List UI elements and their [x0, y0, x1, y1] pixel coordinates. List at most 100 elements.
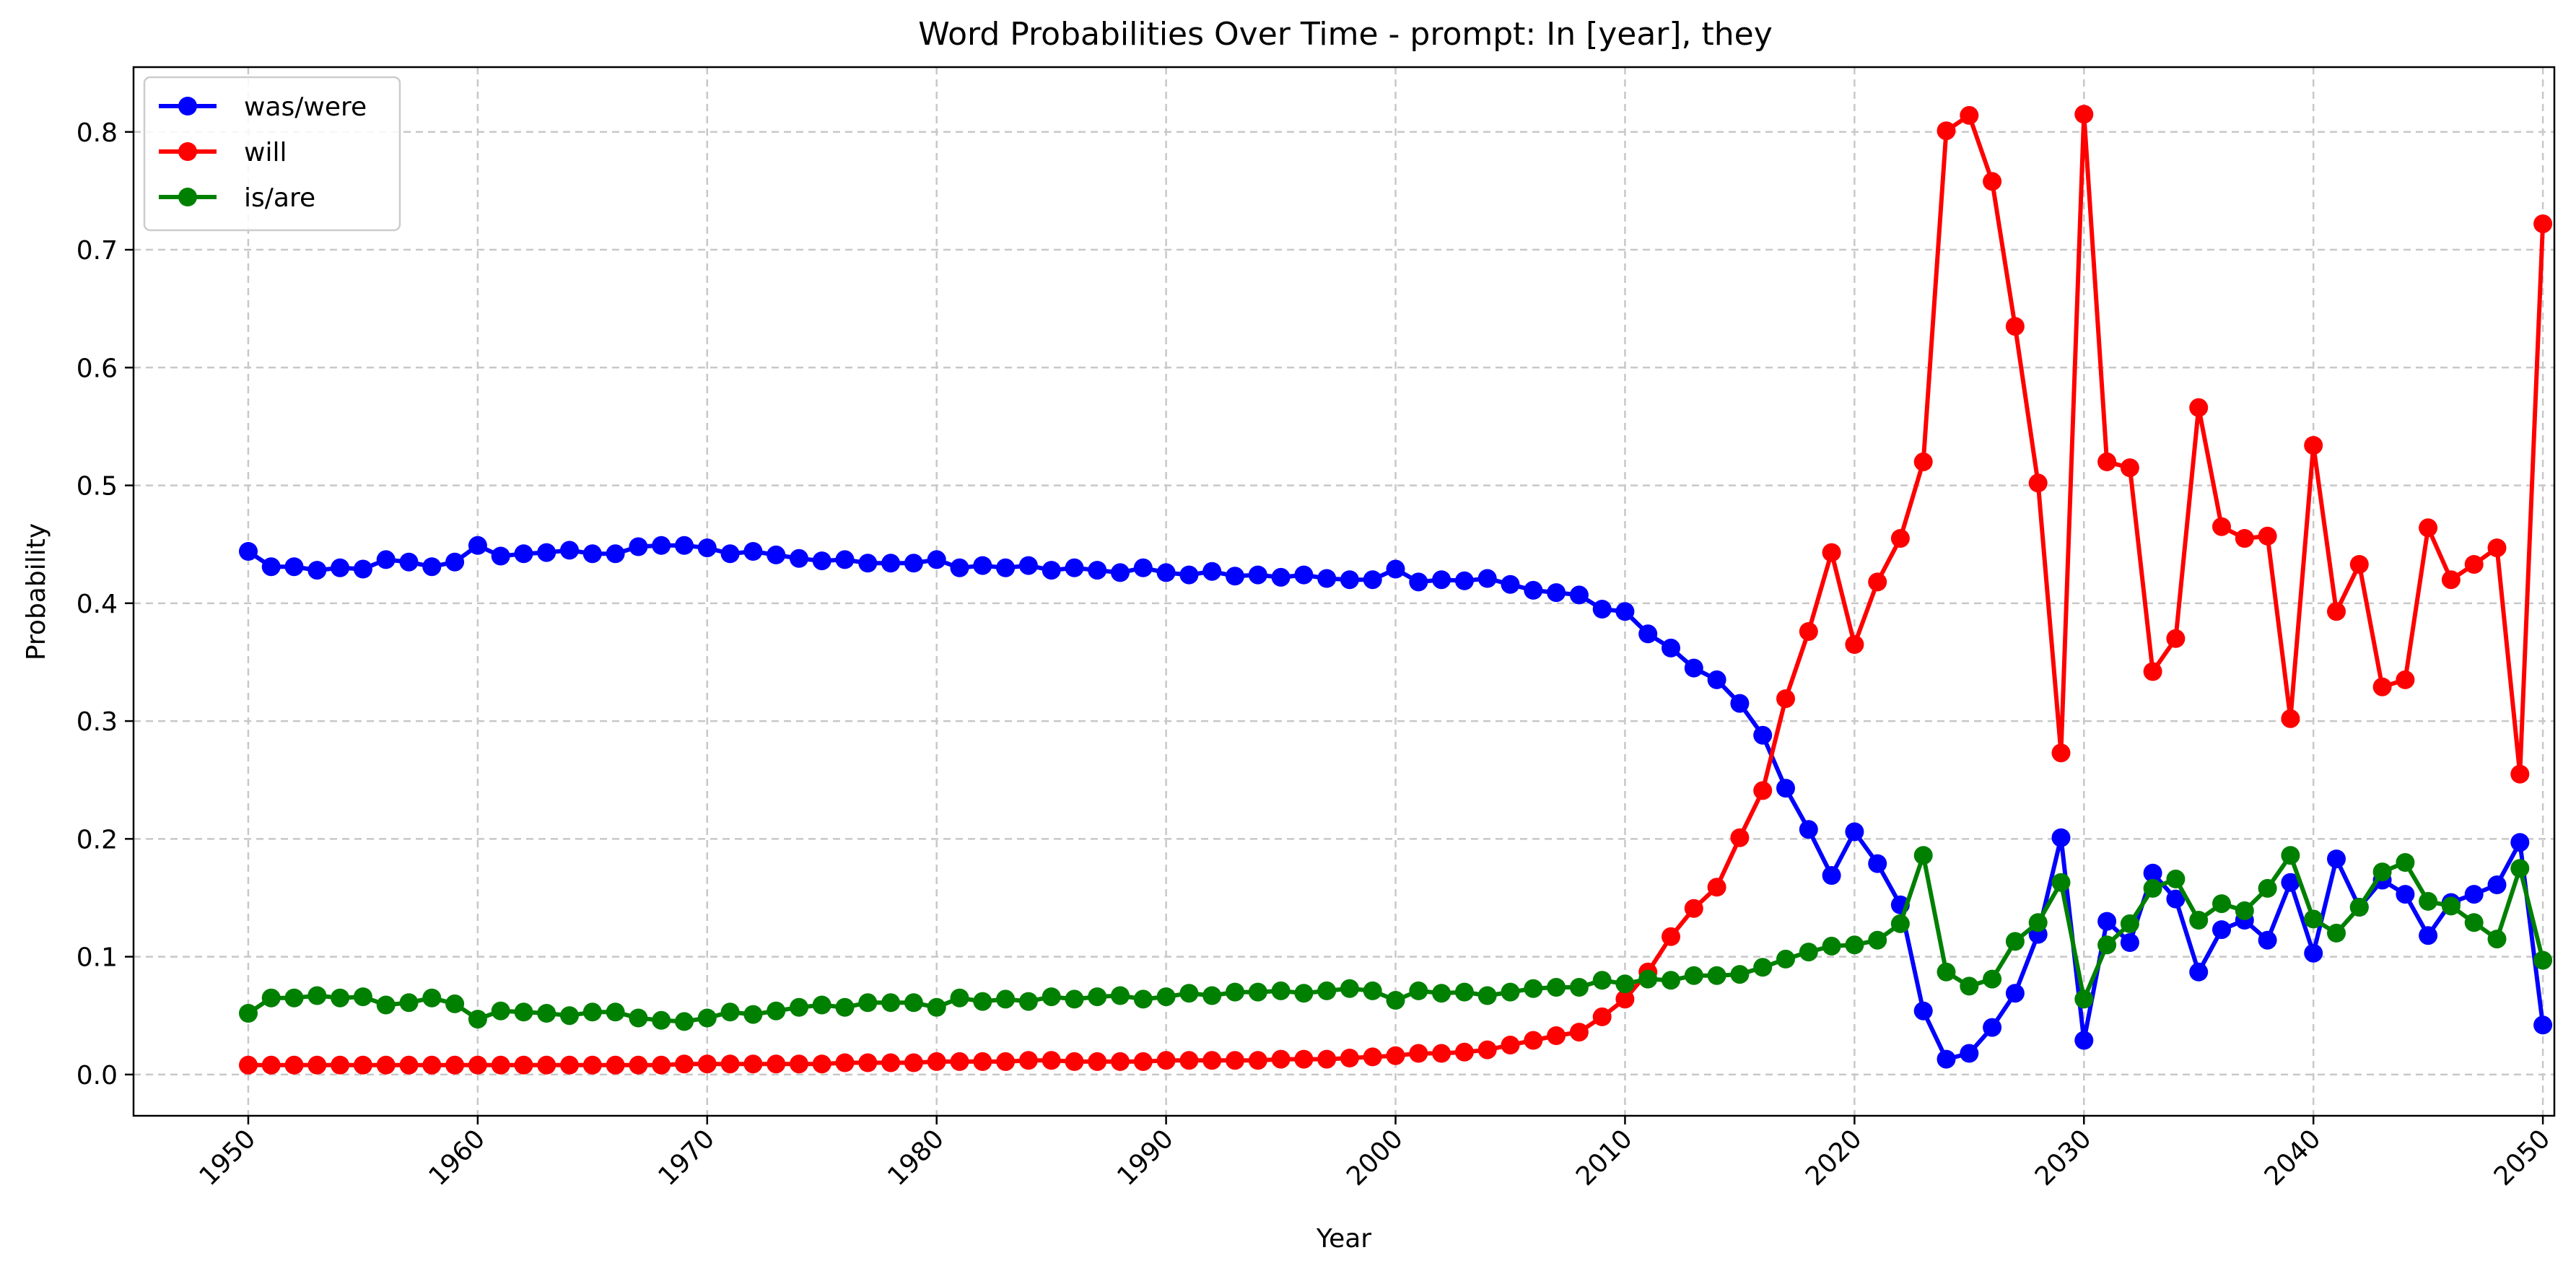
data-point-will [1363, 1047, 1382, 1067]
data-point-will [629, 1055, 648, 1075]
data-point-will [582, 1055, 602, 1075]
data-point-will [1133, 1052, 1153, 1071]
data-point-was-were [2166, 889, 2186, 909]
data-point-was-were [2327, 849, 2346, 869]
data-point-will [399, 1055, 419, 1075]
data-point-was-were [2143, 863, 2162, 883]
data-point-will [2372, 677, 2392, 696]
data-point-was-were [1248, 565, 1267, 585]
data-point-was-were [606, 544, 625, 564]
data-point-will [239, 1055, 258, 1075]
data-point-was-were [1638, 624, 1658, 644]
data-point-is-are [1707, 966, 1726, 985]
data-point-was-were [1088, 561, 1107, 580]
legend-marker-was-were [178, 97, 197, 115]
data-point-was-were [950, 558, 969, 577]
data-point-is-are [514, 1002, 533, 1022]
data-point-is-are [560, 1006, 579, 1026]
data-point-was-were [1615, 602, 1635, 621]
data-point-will [2510, 764, 2530, 784]
data-point-will [790, 1054, 808, 1074]
y-tick-label: 0.3 [77, 707, 118, 737]
data-point-will [331, 1055, 350, 1075]
data-point-will [1983, 172, 2002, 191]
data-point-will [1409, 1044, 1428, 1063]
data-point-will [812, 1054, 831, 1074]
data-point-will [1868, 572, 1887, 592]
data-point-will [858, 1053, 878, 1072]
y-tick-label: 0.8 [77, 118, 118, 148]
data-point-was-were [2097, 912, 2117, 931]
data-point-will [1432, 1044, 1451, 1063]
data-point-is-are [2464, 913, 2484, 932]
data-point-will [1524, 1031, 1543, 1050]
legend-box [143, 76, 401, 232]
data-point-will [2419, 518, 2438, 538]
data-point-is-are [904, 993, 923, 1013]
data-point-is-are [1202, 986, 1222, 1005]
data-point-was-were [2258, 930, 2277, 950]
data-point-is-are [1615, 974, 1635, 994]
data-point-is-are [2212, 894, 2231, 914]
data-point-is-are [1983, 969, 2002, 989]
data-point-was-were [1937, 1049, 1956, 1069]
data-point-is-are [284, 988, 304, 1008]
data-point-will [1890, 529, 1910, 548]
data-point-will [284, 1055, 304, 1075]
data-point-is-are [881, 993, 901, 1013]
data-point-will [1294, 1049, 1314, 1069]
data-point-was-were [1753, 725, 1773, 745]
data-point-was-were [1202, 561, 1222, 581]
data-point-was-were [1983, 1018, 2002, 1037]
data-point-will [1226, 1051, 1244, 1070]
data-point-will [376, 1055, 396, 1075]
data-point-is-are [353, 987, 372, 1007]
data-point-was-were [445, 552, 465, 572]
data-point-is-are [743, 1005, 763, 1024]
data-point-is-are [675, 1012, 694, 1031]
y-axis-label: Probability [22, 523, 51, 660]
data-point-was-were [1477, 569, 1497, 588]
series-was-were [239, 536, 2553, 1069]
data-point-will [1454, 1042, 1474, 1062]
y-tick-label: 0.4 [77, 590, 118, 619]
data-point-was-were [2510, 833, 2530, 852]
data-point-was-were [1179, 565, 1199, 585]
data-point-will [675, 1054, 694, 1074]
legend-marker-is-are [178, 188, 197, 206]
data-point-will [606, 1055, 625, 1075]
data-point-will [1042, 1051, 1061, 1070]
data-point-is-are [1547, 978, 1566, 997]
data-point-was-were [399, 552, 419, 572]
series-layer [239, 105, 2553, 1075]
data-point-was-were [1960, 1044, 1979, 1063]
data-point-was-were [973, 556, 992, 575]
data-point-is-are [1294, 984, 1314, 1003]
data-point-was-were [927, 550, 946, 569]
data-point-was-were [1868, 854, 1887, 873]
data-point-will [767, 1054, 786, 1074]
data-point-was-were [491, 546, 510, 566]
data-point-was-were [331, 558, 350, 577]
data-point-is-are [697, 1008, 717, 1028]
data-point-is-are [2419, 891, 2438, 911]
data-point-is-are [996, 989, 1016, 1009]
data-point-will [2005, 317, 2025, 336]
data-point-will [491, 1055, 510, 1075]
data-point-is-are [1638, 969, 1658, 989]
data-point-will [422, 1055, 442, 1075]
data-point-was-were [812, 551, 831, 571]
data-point-is-are [927, 997, 946, 1017]
data-point-is-are [537, 1004, 556, 1023]
data-point-will [950, 1052, 969, 1071]
data-point-will [537, 1055, 556, 1075]
data-point-was-were [1684, 658, 1703, 678]
data-point-will [2487, 538, 2507, 558]
data-point-will [1018, 1051, 1038, 1070]
data-point-was-were [1845, 822, 1864, 842]
data-point-was-were [1042, 561, 1061, 580]
data-point-is-are [1133, 989, 1153, 1009]
data-point-was-were [1340, 570, 1359, 590]
data-point-will [1753, 781, 1773, 800]
data-point-is-are [2441, 896, 2461, 916]
